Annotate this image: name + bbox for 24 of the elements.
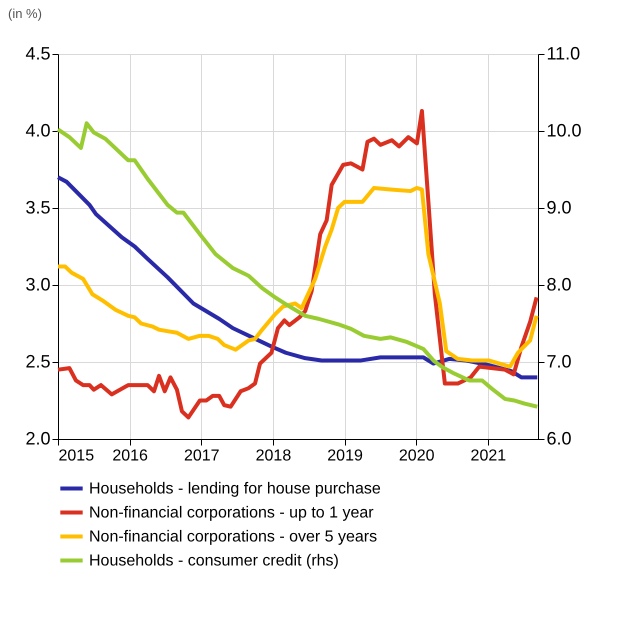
x-tick-label: 2019 — [327, 448, 363, 464]
y-tick-label: 3.0 — [25, 274, 50, 294]
x-tick-label: 2016 — [112, 448, 148, 464]
legend-label: Non-financial corporations - up to 1 year — [89, 504, 374, 522]
x-tick-label: 2017 — [184, 448, 220, 464]
y-tick-label: 2.0 — [25, 428, 50, 448]
y-tick-label: 4.0 — [25, 120, 50, 140]
y2-tick-label: 10.0 — [546, 120, 582, 140]
y2-tick-label: 11.0 — [546, 44, 580, 64]
y2-tick-label: 7.0 — [546, 352, 572, 372]
chart-title: (in %) — [8, 6, 42, 21]
legend-label: Households - lending for house purchase — [89, 480, 381, 498]
y-tick-label: 2.5 — [25, 352, 50, 372]
y-tick-label: 4.5 — [25, 44, 50, 64]
y2-tick-label: 6.0 — [546, 428, 572, 448]
y2-tick-label: 9.0 — [546, 198, 572, 218]
x-tick-label: 2020 — [398, 448, 435, 464]
x-tick-label: 2015 — [58, 448, 94, 464]
y-tick-label: 3.5 — [25, 198, 50, 218]
legend-label: Non-financial corporations - over 5 years — [89, 528, 378, 546]
x-tick-label: 2021 — [470, 448, 506, 464]
y2-tick-label: 8.0 — [546, 274, 572, 294]
legend-label: Households - consumer credit (rhs) — [89, 552, 339, 570]
x-tick-label: 2018 — [256, 448, 292, 464]
